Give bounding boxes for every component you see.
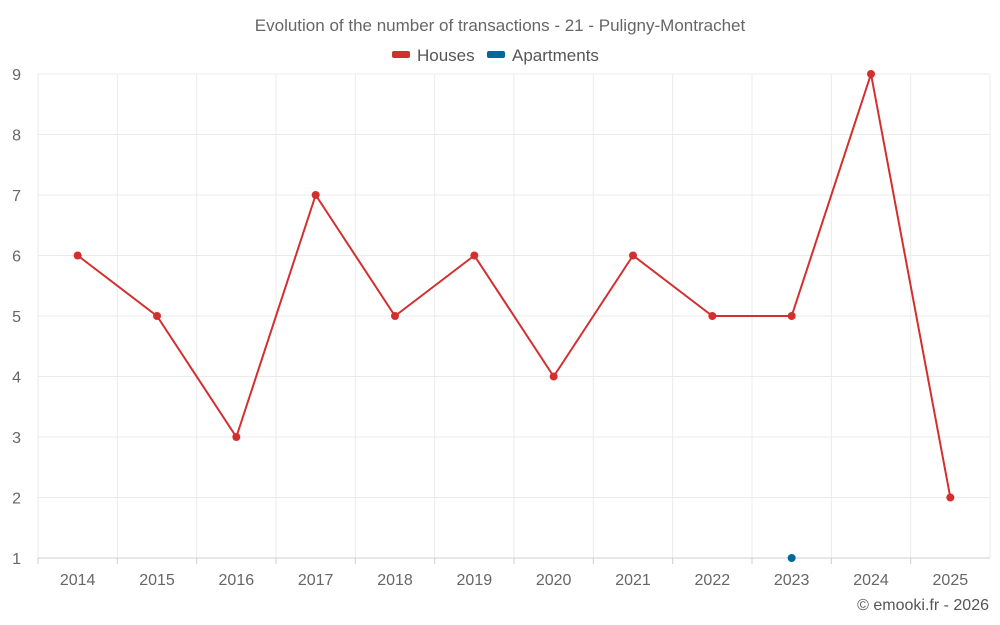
y-tick-label: 1: [12, 551, 21, 568]
data-point-houses[interactable]: [470, 251, 479, 260]
legend-label-houses: Houses: [417, 46, 475, 65]
data-point-houses[interactable]: [708, 312, 717, 320]
data-point-houses[interactable]: [867, 70, 875, 78]
x-tick-label: 2015: [139, 572, 175, 589]
data-point-houses[interactable]: [311, 191, 320, 199]
x-tick-label: 2024: [853, 572, 889, 589]
legend-item-apartments[interactable]: Apartments: [487, 46, 599, 65]
y-tick-label: 3: [12, 430, 21, 447]
series: [73, 70, 955, 562]
credit-text: © emooki.fr - 2026: [857, 597, 989, 614]
data-point-houses[interactable]: [629, 251, 637, 260]
x-tick-label: 2019: [457, 572, 493, 589]
y-tick-label: 9: [12, 67, 21, 84]
chart-title: Evolution of the number of transactions …: [255, 16, 746, 35]
series-line-houses: [77, 73, 952, 498]
x-tick-label: 2025: [933, 572, 969, 589]
x-tick-label: 2014: [60, 572, 96, 589]
x-tick-label: 2020: [536, 572, 572, 589]
data-point-houses[interactable]: [787, 312, 796, 320]
series-houses: [73, 70, 955, 502]
data-point-houses[interactable]: [153, 312, 161, 320]
x-tick-label: 2018: [377, 572, 413, 589]
y-tick-label: 4: [12, 370, 21, 387]
axes: 1 2 3 4 5 6 7 8 9 2014 2015 2016 2017 2018 2019 2020 202…: [12, 67, 990, 589]
legend-label-apartments: Apartments: [512, 46, 599, 65]
x-tick-label: 2022: [695, 572, 731, 589]
data-point-houses[interactable]: [391, 312, 399, 320]
data-point-apartments[interactable]: [787, 554, 796, 562]
x-tick-label: 2023: [774, 572, 810, 589]
series-apartments: [787, 554, 796, 562]
data-point-houses[interactable]: [73, 251, 82, 260]
y-tick-label: 7: [12, 188, 21, 205]
data-point-houses[interactable]: [946, 493, 955, 502]
y-tick-label: 6: [12, 249, 21, 266]
x-tick-label: 2017: [298, 572, 334, 589]
x-tick-label: 2016: [219, 572, 255, 589]
y-tick-label: 8: [12, 128, 21, 145]
x-tick-label: 2021: [615, 572, 651, 589]
data-point-houses[interactable]: [549, 372, 558, 381]
legend-item-houses[interactable]: Houses: [392, 46, 475, 65]
y-tick-label: 2: [12, 491, 21, 508]
y-tick-label: 5: [12, 309, 21, 326]
legend: Houses Apartments: [392, 46, 599, 65]
legend-swatch-houses: [392, 51, 410, 58]
data-point-houses[interactable]: [232, 433, 241, 441]
legend-swatch-apartments: [487, 51, 505, 58]
